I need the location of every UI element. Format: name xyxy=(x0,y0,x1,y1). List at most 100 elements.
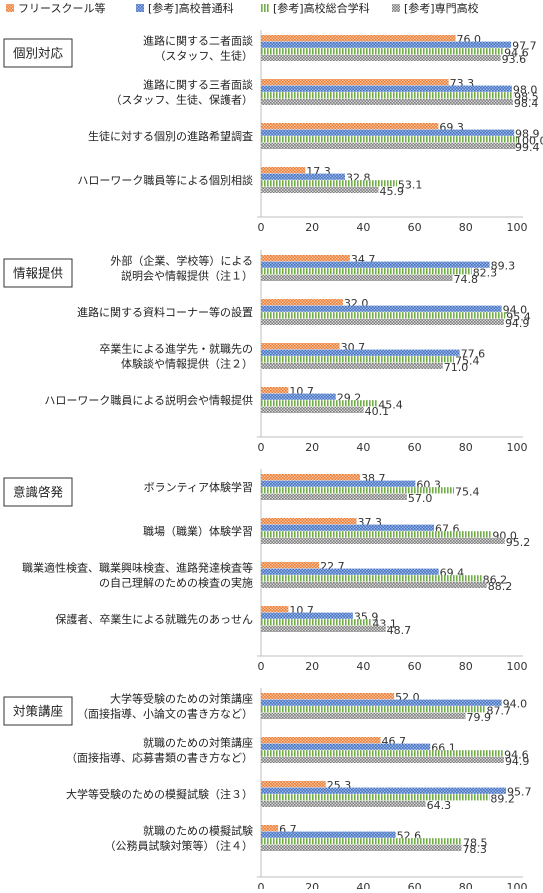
category-label-1-2-0: 卒業生による進学先・就職先の xyxy=(99,342,253,356)
bar-3-0-1 xyxy=(261,699,502,706)
category-label-2-2-0: 職業適性検査、職業興味検査、進路発達検査等 xyxy=(22,561,253,575)
bar-2-2-3 xyxy=(261,581,487,588)
data-label-3-1-3: 94.9 xyxy=(505,755,529,768)
section-title-2: 意識啓発 xyxy=(13,485,64,500)
x-tick-label-1-4: 80 xyxy=(459,441,473,454)
legend: フリースクール等 [参考]高校普通科 [参考]高校総合学科 [参考]専門高校 xyxy=(6,1,479,15)
data-label-1-0-1: 89.3 xyxy=(491,260,516,273)
bar-0-2-3 xyxy=(261,142,516,149)
legend-swatch-0 xyxy=(6,4,14,12)
category-label-0-0-1: （スタッフ、生徒） xyxy=(154,49,253,63)
data-label-1-3-2: 45.4 xyxy=(378,398,403,411)
bar-0-1-3 xyxy=(261,98,513,105)
x-tick-label-1-3: 60 xyxy=(408,441,422,454)
chart-panel-1: 情報提供 0 20 40 60 80 100 外部（企業、学校等）による説明会や情報提供（注１… xyxy=(3,250,531,454)
category-label-1-0-0: 外部（企業、学校等）による xyxy=(110,254,253,268)
x-tick-label-3-1: 20 xyxy=(305,881,319,889)
data-label-0-2-1: 98.9 xyxy=(515,128,540,141)
bar-1-1-1 xyxy=(261,305,502,312)
x-tick-label-2-0: 0 xyxy=(258,660,265,673)
data-label-3-0-2: 87.7 xyxy=(487,704,512,717)
x-tick-label-3-3: 60 xyxy=(408,881,422,889)
bar-3-2-2 xyxy=(261,794,490,801)
data-label-1-1-2: 95.4 xyxy=(506,310,531,323)
bar-3-2-3 xyxy=(261,800,426,807)
category-label-0-0-0: 進路に関する二者面談 xyxy=(143,34,253,48)
bar-2-1-2 xyxy=(261,531,492,538)
bar-1-3-1 xyxy=(261,393,336,400)
bar-0-0-0 xyxy=(261,35,456,42)
legend-label-3: [参考]専門高校 xyxy=(404,1,479,15)
data-label-3-2-3: 64.3 xyxy=(427,799,452,812)
bar-0-3-0 xyxy=(261,167,306,174)
x-tick-label-0-4: 80 xyxy=(459,221,473,234)
data-label-3-2-2: 89.2 xyxy=(490,792,515,805)
bar-2-0-2 xyxy=(261,487,455,494)
data-label-1-1-3: 94.9 xyxy=(505,317,529,330)
data-label-2-0-2: 75.4 xyxy=(455,485,480,498)
data-label-2-2-3: 88.2 xyxy=(488,580,513,593)
bar-3-3-3 xyxy=(261,844,462,851)
category-label-0-1-1: （スタッフ、生徒、保護者） xyxy=(110,93,253,107)
data-label-3-0-3: 79.9 xyxy=(467,711,492,724)
data-label-0-3-3: 45.9 xyxy=(380,185,405,198)
bar-3-1-0 xyxy=(261,737,381,744)
bar-1-2-1 xyxy=(261,349,460,356)
x-tick-label-1-1: 20 xyxy=(305,441,319,454)
x-tick-label-1-5: 100 xyxy=(507,441,528,454)
bar-2-2-1 xyxy=(261,568,439,575)
category-label-1-3-0: ハローワーク職員による説明会や情報提供 xyxy=(44,393,253,407)
data-label-0-1-1: 98.0 xyxy=(513,84,538,97)
bar-2-0-1 xyxy=(261,480,416,487)
bar-2-0-3 xyxy=(261,493,407,500)
category-label-3-3-1: （公務員試験対策等）（注４） xyxy=(105,839,254,853)
bar-2-0-0 xyxy=(261,474,361,481)
category-label-3-0-1: （面接指導、小論文の書き方など） xyxy=(77,707,253,721)
data-label-2-3-3: 48.7 xyxy=(387,624,412,637)
category-label-2-3-0: 保護者、卒業生による就職先のあっせん xyxy=(55,612,253,626)
category-label-1-2-1: 体験談や情報提供（注２） xyxy=(121,357,253,371)
bar-2-2-2 xyxy=(261,575,482,582)
x-tick-label-0-5: 100 xyxy=(507,221,528,234)
legend-swatch-1 xyxy=(136,4,144,12)
data-label-1-2-2: 75.4 xyxy=(455,354,480,367)
data-label-3-2-1: 95.7 xyxy=(507,786,532,799)
bar-1-2-3 xyxy=(261,362,443,369)
bar-0-1-2 xyxy=(261,92,514,99)
data-label-0-3-2: 53.1 xyxy=(398,178,423,191)
data-label-1-2-1: 77.6 xyxy=(461,348,486,361)
bar-3-0-0 xyxy=(261,693,395,700)
bar-3-1-2 xyxy=(261,750,504,757)
x-tick-label-0-0: 0 xyxy=(258,221,265,234)
bar-0-2-1 xyxy=(261,129,515,136)
category-label-3-0-0: 大学等受験のための対策講座 xyxy=(110,692,253,706)
x-tick-label-0-2: 40 xyxy=(356,221,370,234)
legend-label-1: [参考]高校普通科 xyxy=(148,1,234,15)
legend-label-2: [参考]高校総合学科 xyxy=(273,1,370,15)
data-label-3-1-2: 94.6 xyxy=(504,748,529,761)
category-label-0-2-0: 生徒に対する個別の進路希望調査 xyxy=(88,129,253,143)
bar-1-2-0 xyxy=(261,343,340,350)
data-label-1-3-3: 40.1 xyxy=(365,405,390,418)
category-label-1-1-0: 進路に関する資料コーナー等の設置 xyxy=(77,305,253,319)
data-label-1-2-3: 71.0 xyxy=(444,361,469,374)
data-label-2-2-2: 86.2 xyxy=(483,573,508,586)
section-title-3: 対策講座 xyxy=(13,704,63,719)
legend-swatch-2 xyxy=(261,4,269,12)
bar-1-1-2 xyxy=(261,312,506,319)
x-tick-label-3-5: 100 xyxy=(507,881,528,889)
bar-0-3-1 xyxy=(261,173,345,180)
x-tick-label-3-2: 40 xyxy=(356,881,370,889)
x-tick-label-2-4: 80 xyxy=(459,660,473,673)
bar-1-0-0 xyxy=(261,255,350,262)
data-label-2-1-3: 95.2 xyxy=(506,536,531,549)
bar-3-0-3 xyxy=(261,712,466,719)
data-label-0-1-2: 98.5 xyxy=(514,90,539,103)
data-label-0-2-3: 99.4 xyxy=(515,141,540,154)
bar-2-2-0 xyxy=(261,562,320,569)
category-label-0-1-0: 進路に関する三者面談 xyxy=(143,78,253,92)
bar-0-1-1 xyxy=(261,85,512,92)
